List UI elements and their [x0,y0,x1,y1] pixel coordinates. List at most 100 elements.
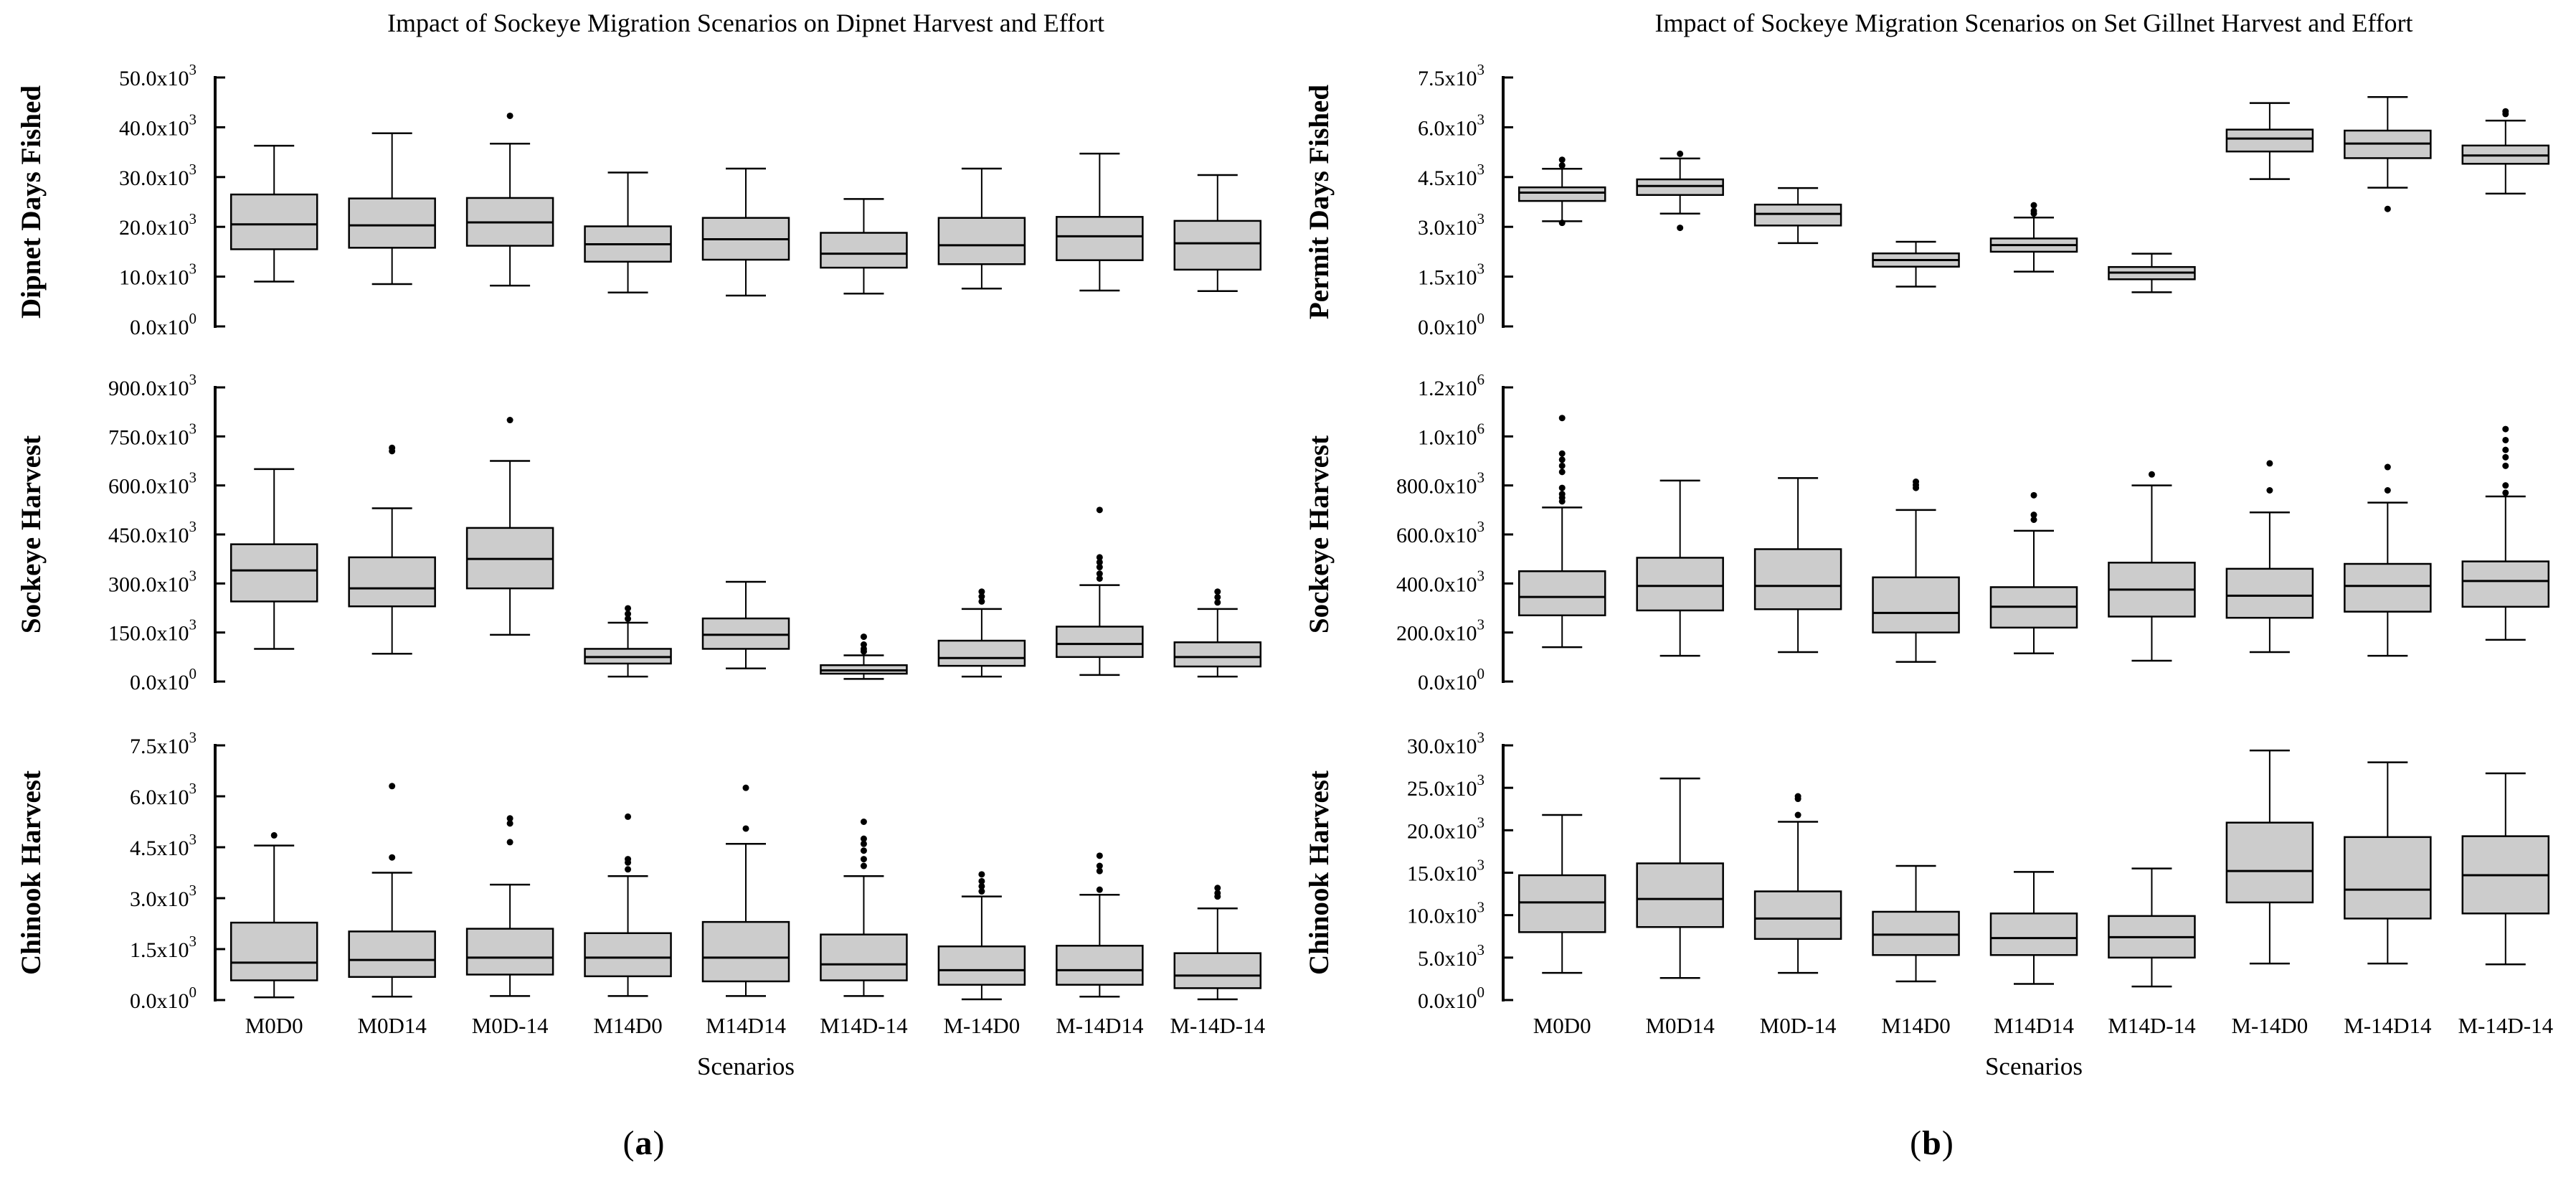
y-axis-label: Chinook Harvest [1304,770,1335,975]
panel-b-boxplot-chart: Impact of Sockeye Migration Scenarios on… [1304,9,2554,1080]
boxplot-a-s2-M0D-14 [465,417,554,636]
iqr-box [1056,945,1144,986]
iqr-box [937,217,1026,265]
outlier-point [625,856,632,863]
outlier-point [1096,564,1103,571]
iqr-box [937,639,1026,667]
outlier-point [2266,487,2273,494]
x-tick-label: M14D-14 [2108,1013,2196,1038]
outlier-point [1558,484,1566,491]
outlier-point [742,825,749,832]
boxplot-b-s3-M-14D-14 [2461,772,2550,966]
iqr-box [1636,862,1724,928]
outlier-point [1558,491,1566,498]
caption-paren: ( [1910,1124,1923,1162]
boxplot-b-s1-M-14D14 [2344,96,2432,212]
iqr-box [348,556,436,608]
boxplot-b-s2-M-14D0 [2225,460,2314,654]
iqr-box [2461,560,2550,608]
outlier-point [2502,462,2509,469]
boxplot-b-s1-M0D14 [1636,150,1724,232]
outlier-point [1558,415,1566,422]
boxplot-a-s2-M-14D-14 [1173,588,1262,678]
y-tick-label: 600.0x103 [1396,518,1484,547]
iqr-box [1872,910,1960,956]
boxplot-b-s2-M14D14 [1989,491,2078,654]
y-tick-label: 4.5x103 [1418,161,1484,190]
outlier-point [2266,460,2273,467]
outlier-point [1096,886,1103,893]
y-tick-label: 300.0x103 [108,567,196,596]
x-tick-label: M14D14 [1994,1013,2074,1038]
outlier-point [1096,862,1103,869]
y-tick-label: 20.0x103 [1407,814,1484,843]
y-tick-label: 750.0x103 [108,420,196,449]
iqr-box [2344,836,2432,920]
boxplot-b-s2-M14D-14 [2108,471,2196,662]
boxplot-a-s2-M0D14 [348,444,436,655]
outlier-point [1677,225,1684,232]
y-tick-label: 0.0x100 [1418,984,1484,1013]
outlier-point [860,819,867,825]
outlier-point [625,605,632,612]
outlier-point [506,112,513,119]
iqr-box [584,932,672,978]
outlier-point [1558,220,1566,227]
x-tick-label: M0D14 [1645,1013,1715,1038]
iqr-box [1753,548,1842,610]
y-tick-label: 450.0x103 [108,518,196,547]
iqr-box [348,930,436,979]
boxplot-a-s1-M14D-14 [820,198,908,295]
iqr-box [820,232,908,269]
outlier-point [2030,202,2037,209]
y-axis-label: Dipnet Days Fished [16,85,47,319]
outlier-point [1096,867,1103,874]
boxplot-a-s2-M14D14 [701,580,790,670]
y-tick-label: 50.0x103 [119,61,196,90]
iqr-box [1989,913,2078,956]
boxplot-b-s3-M0D14 [1636,777,1724,979]
y-tick-label: 150.0x103 [108,616,196,646]
x-tick-label: M-14D-14 [2458,1013,2553,1038]
boxplot-b-s1-M14D0 [1872,240,1960,288]
boxplot-a-s1-M14D0 [584,171,672,294]
caption-letter: a [635,1124,653,1162]
outlier-point [860,633,867,641]
y-tick-label: 1.5x103 [1418,260,1484,290]
outlier-point [1794,793,1801,800]
outlier-point [2384,487,2391,494]
outlier-point [860,835,867,842]
outlier-point [860,847,867,854]
y-axis-label: Permit Days Fished [1304,85,1335,319]
outlier-point [2502,436,2509,443]
subplot-b-3: 0.0x100 5.0x103 10.0x103 15.0x103 20.0x103 25… [1304,729,2550,1013]
x-tick-label: M-14D0 [943,1013,1020,1038]
y-tick-label: 400.0x103 [1396,567,1484,596]
panel-a-boxplot-chart: Impact of Sockeye Migration Scenarios on… [16,9,1266,1080]
boxplot-a-s2-M14D0 [584,605,672,678]
panel-a: Impact of Sockeye Migration Scenarios on… [16,9,1266,1162]
outlier-point [2030,491,2037,499]
outlier-point [1214,588,1221,595]
y-tick-label: 5.0x103 [1418,941,1484,971]
boxplot-b-s2-M-14D-14 [2461,425,2550,641]
y-tick-label: 30.0x103 [119,161,196,190]
outlier-point [1096,559,1103,566]
outlier-point [1558,450,1566,457]
boxplot-a-s1-M-14D0 [937,167,1026,290]
outlier-point [1096,554,1103,561]
y-tick-label: 0.0x100 [130,310,196,339]
x-tick-label: M0D14 [357,1013,427,1038]
boxplot-a-s3-M0D-14 [465,815,554,997]
outlier-point [1558,456,1566,463]
y-tick-label: 0.0x100 [1418,665,1484,694]
outlier-point [2502,425,2509,433]
outlier-point [2384,205,2391,212]
outlier-point [2030,207,2037,214]
y-axis-label: Sockeye Harvest [1304,435,1335,633]
y-tick-label: 15.0x103 [1407,857,1484,886]
y-tick-label: 0.0x100 [130,984,196,1013]
boxplot-a-s1-M0D-14 [465,112,554,287]
boxplot-b-s2-M0D0 [1517,415,1606,649]
boxplot-b-s3-M-14D14 [2344,761,2432,965]
